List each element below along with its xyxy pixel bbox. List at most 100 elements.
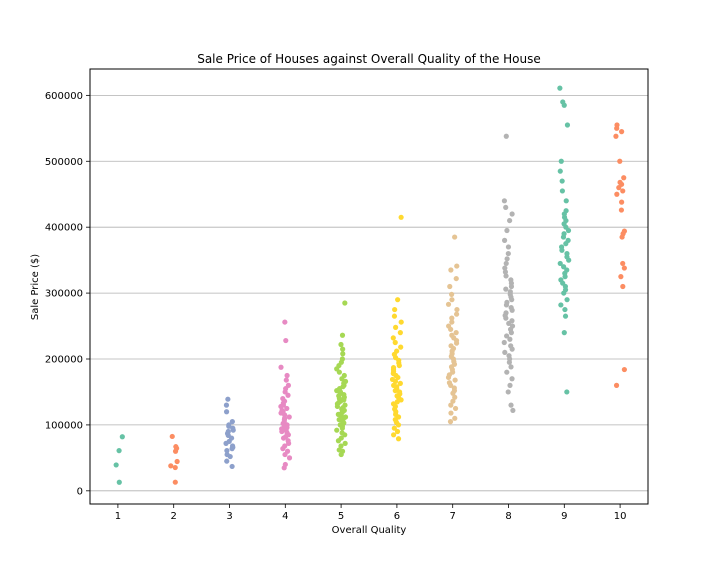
data-point [565,237,571,243]
data-point [620,188,626,194]
data-point [507,336,513,342]
data-point [454,306,460,313]
data-point [282,461,288,468]
data-point [507,382,513,388]
data-point [502,349,508,356]
data-point [504,299,510,305]
data-point [560,99,566,105]
data-point [395,297,401,303]
data-point [283,337,289,344]
data-point [614,191,620,197]
data-point [224,448,230,454]
data-point [174,458,180,465]
data-point [224,451,230,458]
data-point [449,297,455,303]
data-point [278,364,284,370]
data-point [390,364,397,371]
data-point [503,133,509,139]
data-point [558,277,564,283]
y-tick-label: 300000 [45,289,83,300]
data-point [503,204,509,211]
data-point [621,265,627,271]
data-point [286,414,292,420]
data-point [617,179,623,185]
data-point [338,341,344,348]
data-point [340,346,346,352]
x-tick-label: 10 [614,511,627,522]
data-point [285,382,292,388]
data-point [229,463,235,470]
data-point [284,405,290,412]
data-point [504,256,510,262]
data-point [334,427,340,433]
y-tick-label: 500000 [45,157,83,168]
data-point [168,463,174,469]
data-point [397,330,403,336]
data-point [116,479,122,485]
data-point [621,228,628,234]
data-point [230,425,236,431]
data-point [510,407,516,414]
data-point [223,402,230,408]
data-point [447,419,454,425]
data-point [559,188,566,194]
data-point [280,395,286,402]
data-point [398,344,404,350]
data-point [119,434,125,440]
data-point [448,343,454,349]
data-point [448,402,454,408]
data-point [502,269,509,275]
data-point [509,323,516,329]
data-point [340,351,346,357]
data-point [446,323,452,329]
data-point [172,479,178,485]
data-point [279,407,285,414]
x-axis-label: Overall Quality [332,525,407,536]
y-tick-label: 400000 [45,223,83,234]
data-point [398,214,404,220]
data-point [508,304,514,311]
y-tick-label: 200000 [45,355,83,366]
data-point [391,425,397,431]
data-point [113,462,119,468]
data-point [452,234,458,240]
data-point [557,85,563,91]
data-point [449,315,455,321]
data-point [394,348,400,354]
data-point [454,311,460,317]
data-point [446,380,453,386]
data-point [284,372,290,379]
x-tick-label: 1 [115,511,121,522]
data-point [564,389,570,395]
y-axis: 0 100000 200000 300000 400000 500000 600000 [45,91,90,497]
data-point [619,199,625,205]
x-tick-label: 4 [282,511,288,522]
data-point [341,372,347,379]
x-tick-label: 2 [171,511,177,522]
data-point [620,260,626,267]
x-tick-label: 6 [394,511,400,522]
data-point [342,414,349,420]
data-points [113,85,628,485]
data-point [562,306,568,313]
data-point [449,319,455,325]
data-point [505,250,511,257]
y-tick-label: 600000 [45,91,83,102]
data-point [450,398,456,404]
data-point [564,297,570,303]
data-point [447,283,453,290]
data-point [285,438,291,444]
data-point [453,330,459,336]
data-point [336,417,342,423]
data-point [339,332,346,338]
data-point [505,389,511,395]
data-point [224,458,230,464]
data-point [620,283,626,290]
data-point [564,122,571,128]
data-point [338,435,344,441]
x-tick-label: 8 [505,511,511,522]
data-point [561,330,567,336]
data-point [453,275,459,282]
data-point [509,318,515,324]
